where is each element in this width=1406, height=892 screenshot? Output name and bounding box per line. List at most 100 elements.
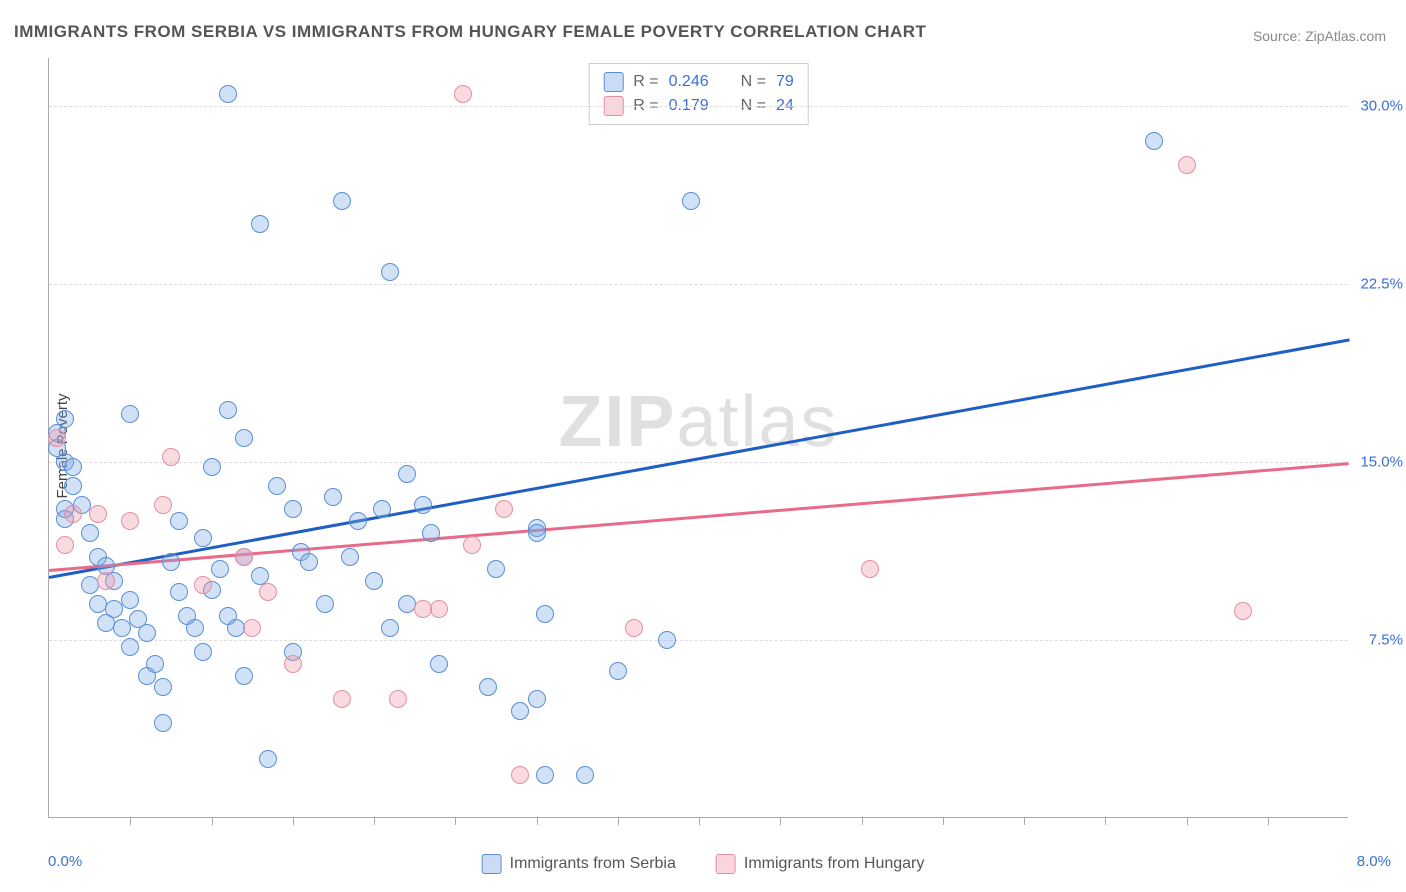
legend-item-serbia: Immigrants from Serbia bbox=[482, 854, 676, 874]
data-point-hungary bbox=[333, 690, 351, 708]
legend-swatch-serbia bbox=[482, 854, 502, 874]
x-tick bbox=[130, 817, 131, 825]
data-point-serbia bbox=[398, 595, 416, 613]
data-point-serbia bbox=[268, 477, 286, 495]
x-tick bbox=[1024, 817, 1025, 825]
y-tick-label: 15.0% bbox=[1360, 453, 1403, 470]
data-point-serbia bbox=[259, 750, 277, 768]
data-point-serbia bbox=[365, 572, 383, 590]
data-point-hungary bbox=[430, 600, 448, 618]
data-point-serbia bbox=[121, 591, 139, 609]
data-point-serbia bbox=[219, 401, 237, 419]
x-tick bbox=[943, 817, 944, 825]
data-point-hungary bbox=[154, 496, 172, 514]
x-tick bbox=[537, 817, 538, 825]
data-point-serbia bbox=[154, 714, 172, 732]
plot-area: ZIPatlas R =0.246N =79R =0.179N =24 7.5%… bbox=[48, 58, 1348, 818]
data-point-hungary bbox=[97, 572, 115, 590]
watermark-light: atlas bbox=[676, 382, 838, 462]
data-point-hungary bbox=[284, 655, 302, 673]
x-tick bbox=[780, 817, 781, 825]
data-point-hungary bbox=[1178, 156, 1196, 174]
gridline bbox=[49, 284, 1348, 285]
gridline bbox=[49, 106, 1348, 107]
data-point-serbia bbox=[300, 553, 318, 571]
data-point-hungary bbox=[64, 505, 82, 523]
data-point-hungary bbox=[121, 512, 139, 530]
source-attribution: Source: ZipAtlas.com bbox=[1253, 28, 1386, 44]
data-point-serbia bbox=[430, 655, 448, 673]
data-point-serbia bbox=[381, 263, 399, 281]
data-point-hungary bbox=[162, 448, 180, 466]
chart-title: IMMIGRANTS FROM SERBIA VS IMMIGRANTS FRO… bbox=[14, 22, 926, 42]
chart-container: IMMIGRANTS FROM SERBIA VS IMMIGRANTS FRO… bbox=[0, 0, 1406, 892]
data-point-hungary bbox=[389, 690, 407, 708]
data-point-hungary bbox=[259, 583, 277, 601]
data-point-serbia bbox=[211, 560, 229, 578]
data-point-serbia bbox=[194, 643, 212, 661]
legend-label: Immigrants from Hungary bbox=[744, 855, 925, 873]
data-point-serbia bbox=[121, 638, 139, 656]
legend-swatch-hungary bbox=[716, 854, 736, 874]
trendline-serbia bbox=[49, 338, 1349, 578]
data-point-serbia bbox=[162, 553, 180, 571]
data-point-serbia bbox=[251, 215, 269, 233]
data-point-serbia bbox=[528, 524, 546, 542]
data-point-serbia bbox=[609, 662, 627, 680]
data-point-serbia bbox=[146, 655, 164, 673]
x-tick bbox=[293, 817, 294, 825]
data-point-serbia bbox=[1145, 132, 1163, 150]
data-point-serbia bbox=[235, 667, 253, 685]
data-point-hungary bbox=[89, 505, 107, 523]
gridline bbox=[49, 640, 1348, 641]
x-tick bbox=[618, 817, 619, 825]
data-point-serbia bbox=[138, 624, 156, 642]
x-tick bbox=[374, 817, 375, 825]
data-point-serbia bbox=[56, 410, 74, 428]
data-point-serbia bbox=[528, 690, 546, 708]
data-point-hungary bbox=[463, 536, 481, 554]
data-point-serbia bbox=[341, 548, 359, 566]
data-point-serbia bbox=[203, 458, 221, 476]
data-point-serbia bbox=[64, 477, 82, 495]
data-point-serbia bbox=[81, 524, 99, 542]
data-point-serbia bbox=[121, 405, 139, 423]
x-tick bbox=[1187, 817, 1188, 825]
x-tick bbox=[862, 817, 863, 825]
data-point-serbia bbox=[64, 458, 82, 476]
data-point-serbia bbox=[170, 512, 188, 530]
data-point-serbia bbox=[381, 619, 399, 637]
data-point-serbia bbox=[170, 583, 188, 601]
data-point-serbia bbox=[682, 192, 700, 210]
x-axis-end-label: 8.0% bbox=[1357, 853, 1391, 870]
data-point-serbia bbox=[316, 595, 334, 613]
data-point-serbia bbox=[186, 619, 204, 637]
series-legend: Immigrants from Serbia Immigrants from Hu… bbox=[482, 854, 925, 874]
x-tick bbox=[212, 817, 213, 825]
legend-n-label: N = bbox=[741, 73, 766, 91]
data-point-hungary bbox=[235, 548, 253, 566]
data-point-serbia bbox=[333, 192, 351, 210]
data-point-hungary bbox=[48, 429, 66, 447]
data-point-serbia bbox=[487, 560, 505, 578]
data-point-hungary bbox=[625, 619, 643, 637]
data-point-serbia bbox=[235, 429, 253, 447]
x-tick bbox=[699, 817, 700, 825]
watermark: ZIPatlas bbox=[558, 381, 838, 463]
data-point-hungary bbox=[243, 619, 261, 637]
data-point-serbia bbox=[511, 702, 529, 720]
data-point-serbia bbox=[373, 500, 391, 518]
x-tick bbox=[1268, 817, 1269, 825]
data-point-hungary bbox=[56, 536, 74, 554]
data-point-serbia bbox=[154, 678, 172, 696]
y-tick-label: 22.5% bbox=[1360, 275, 1403, 292]
data-point-hungary bbox=[861, 560, 879, 578]
data-point-serbia bbox=[576, 766, 594, 784]
legend-item-hungary: Immigrants from Hungary bbox=[716, 854, 925, 874]
data-point-serbia bbox=[194, 529, 212, 547]
x-tick bbox=[1105, 817, 1106, 825]
legend-n-value: 79 bbox=[776, 73, 794, 91]
correlation-legend: R =0.246N =79R =0.179N =24 bbox=[588, 63, 809, 125]
legend-r-value: 0.246 bbox=[669, 73, 709, 91]
y-tick-label: 30.0% bbox=[1360, 97, 1403, 114]
